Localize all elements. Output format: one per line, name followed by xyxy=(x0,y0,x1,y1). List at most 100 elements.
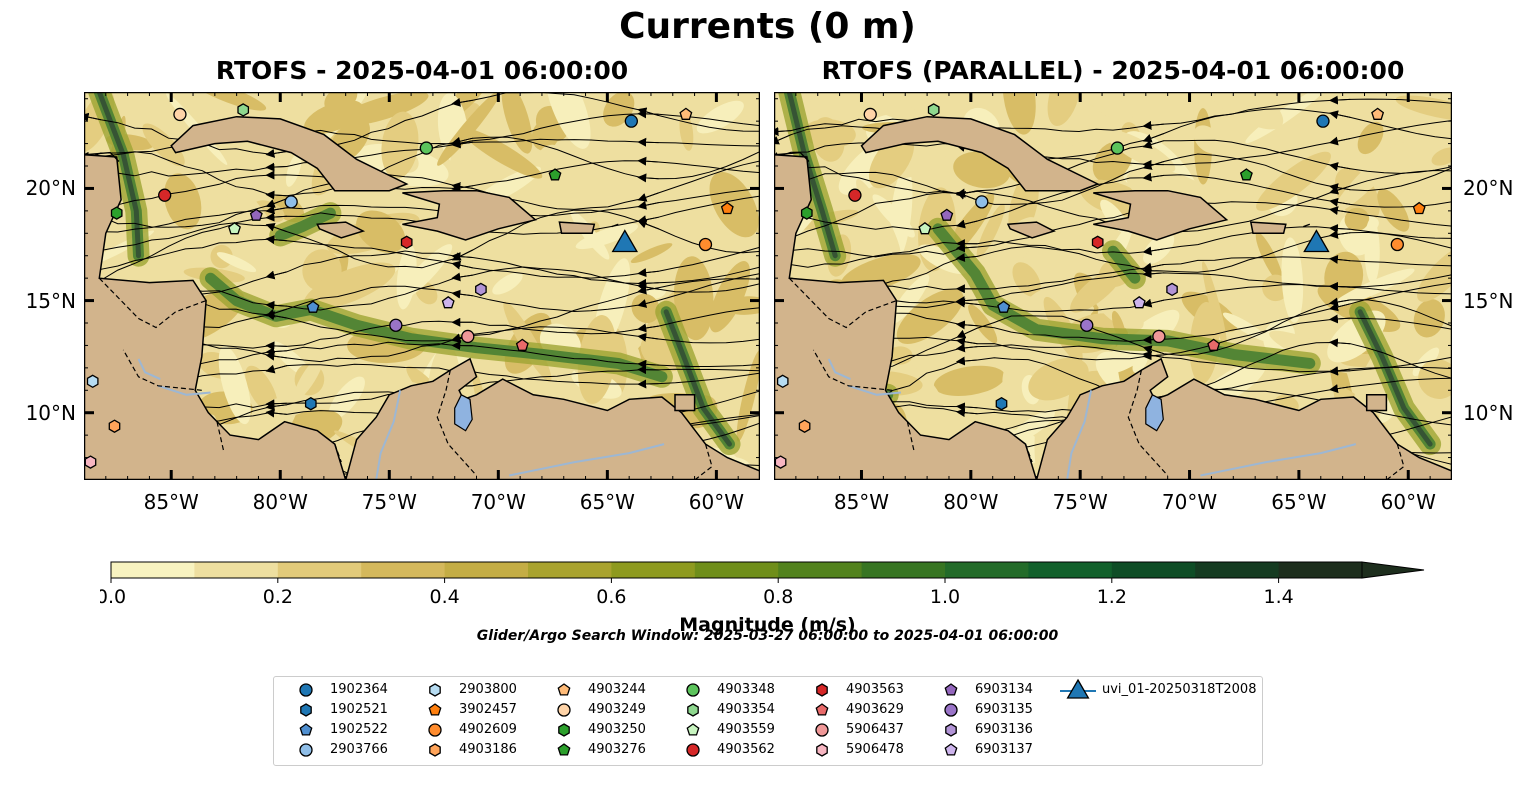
pentagon-marker-icon xyxy=(428,703,442,716)
float-marker-4903276 xyxy=(548,168,562,181)
float-marker-1902522 xyxy=(306,300,320,313)
legend-label: 1902364 xyxy=(330,682,388,697)
colorbar-frame xyxy=(110,561,1363,579)
float-marker-1902521 xyxy=(304,396,317,411)
x-tick-label-right: 60°W xyxy=(1380,490,1436,514)
hexagon-legend-symbol xyxy=(429,683,441,697)
float-marker-3902457 xyxy=(720,201,734,215)
legend-label: 4903186 xyxy=(459,742,517,757)
legend-label: 3902457 xyxy=(459,702,517,717)
float-marker-2903766 xyxy=(284,195,298,209)
legend-label: 4903250 xyxy=(588,722,646,737)
float-marker-1902364 xyxy=(624,114,638,128)
circle-legend-symbol xyxy=(944,703,958,717)
x-tick-label-left: 70°W xyxy=(470,490,526,514)
colorbar-segment xyxy=(861,562,946,578)
x-tick-label-right: 85°W xyxy=(833,490,890,514)
float-marker-6903136 xyxy=(475,282,487,297)
float-marker-5906437 xyxy=(461,329,475,344)
legend-label: 1902522 xyxy=(330,722,388,737)
land-masses xyxy=(774,92,1452,480)
float-marker-4903244 xyxy=(679,107,693,120)
hexagon-legend-symbol xyxy=(816,683,828,697)
y-tick-label-right: 20°N xyxy=(1463,176,1514,201)
country-border xyxy=(1024,443,1033,463)
colorbar-tick-label: 1.2 xyxy=(1097,586,1127,608)
float-marker-6903135 xyxy=(1080,318,1094,332)
land-cuba xyxy=(170,115,409,192)
x-tick-label-right: 75°W xyxy=(1052,490,1108,514)
float-markers xyxy=(84,103,734,469)
circle-marker-icon xyxy=(428,723,442,737)
circle-marker-icon xyxy=(299,683,313,697)
map-panel-rtofs-parallel[interactable] xyxy=(774,92,1452,480)
legend-label: 2903766 xyxy=(330,742,388,757)
legend-label: 4903559 xyxy=(717,722,775,737)
float-marker-4903276 xyxy=(1239,168,1253,181)
country-border xyxy=(906,421,915,451)
hexagon-marker-icon xyxy=(429,683,441,697)
hexagon-legend-symbol xyxy=(816,743,828,757)
current-magnitude-field xyxy=(84,92,760,480)
panel-title-rtofs-parallel: RTOFS (PARALLEL) - 2025-04-01 06:00:00 xyxy=(821,56,1405,85)
legend-label: 4903629 xyxy=(846,702,904,717)
legend-label: 4903244 xyxy=(588,682,646,697)
x-tick-label-right: 80°W xyxy=(943,490,999,514)
float-marker-1902521 xyxy=(995,396,1008,411)
colorbar-tick-label: 0.6 xyxy=(596,586,626,608)
colorbar-tick-label: 0.4 xyxy=(429,586,459,608)
y-tick-label-right: 15°N xyxy=(1463,288,1514,313)
colorbar-segment xyxy=(945,562,1029,578)
y-tick-label-left: 20°N xyxy=(25,176,76,201)
float-marker-4903629 xyxy=(515,338,529,351)
legend-label: 4903354 xyxy=(717,702,775,717)
circle-legend-symbol xyxy=(686,743,700,757)
country-border xyxy=(1127,369,1169,476)
legend-label: 4903276 xyxy=(588,742,646,757)
hexagon-marker-icon xyxy=(300,703,312,717)
pentagon-legend-symbol xyxy=(299,723,313,736)
colorbar-label: Magnitude (m/s) xyxy=(679,614,856,636)
legend-label: 6903135 xyxy=(975,702,1033,717)
legend-label: 4903249 xyxy=(588,702,646,717)
pentagon-legend-symbol xyxy=(686,723,700,736)
x-tick-label-left: 85°W xyxy=(143,490,199,514)
colorbar-segment xyxy=(528,562,612,578)
country-border xyxy=(812,349,893,391)
colorbar-segment xyxy=(611,562,696,578)
float-marker-4902609 xyxy=(698,237,713,252)
hexagon-legend-symbol xyxy=(687,703,699,717)
float-marker-6903137 xyxy=(441,295,455,309)
circle-legend-symbol xyxy=(299,743,313,757)
circle-marker-icon xyxy=(686,743,700,757)
float-marker-6903135 xyxy=(389,318,403,332)
pentagon-legend-symbol xyxy=(557,683,571,696)
legend-label: 6903137 xyxy=(975,742,1033,757)
hexagon-marker-icon xyxy=(816,743,828,757)
pentagon-marker-icon xyxy=(557,683,571,696)
map-panel-rtofs[interactable] xyxy=(84,92,760,480)
circle-legend-symbol xyxy=(557,703,571,717)
river xyxy=(827,358,851,381)
circle-marker-icon xyxy=(815,723,829,737)
x-tick-label-left: 65°W xyxy=(579,490,635,514)
float-marker-2903766 xyxy=(975,195,989,209)
land-central-america xyxy=(774,92,1038,480)
hexagon-marker-icon xyxy=(429,743,441,757)
colorbar-tick-label: 1.0 xyxy=(930,586,960,608)
float-marker-4903559 xyxy=(228,221,241,235)
river xyxy=(1200,443,1357,477)
circle-legend-symbol xyxy=(428,723,442,737)
x-tick-label-left: 60°W xyxy=(688,490,744,514)
pentagon-marker-icon xyxy=(686,723,700,736)
float-marker-4903354 xyxy=(237,103,250,117)
colorbar-extend-arrow xyxy=(1361,561,1425,579)
float-marker-6903134 xyxy=(940,208,954,221)
country-border xyxy=(122,349,202,391)
float-marker-5906437 xyxy=(1152,329,1166,344)
float-marker-5906478 xyxy=(84,455,97,469)
legend-label: 5906478 xyxy=(846,742,904,757)
circle-marker-icon xyxy=(686,683,700,697)
float-marker-6903137 xyxy=(1132,295,1146,309)
hexagon-legend-symbol xyxy=(945,723,957,737)
